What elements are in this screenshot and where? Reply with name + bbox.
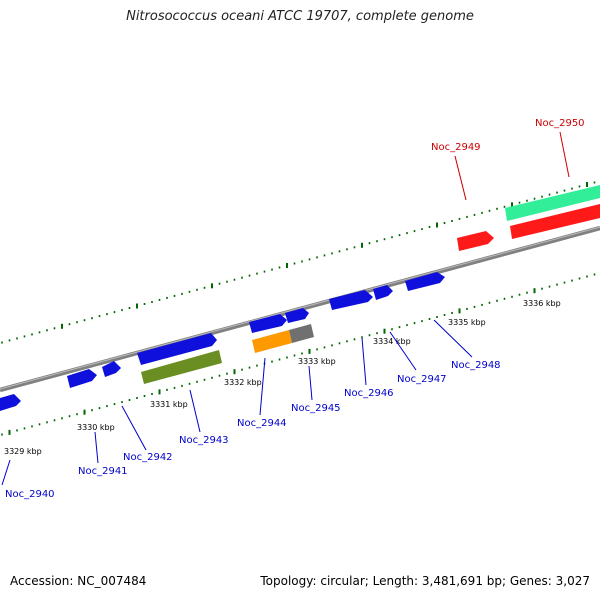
leader-line	[259, 357, 266, 416]
gene-label-noc-2940[interactable]: Noc_2940	[5, 489, 55, 500]
kbp-label: 3333 kbp	[298, 357, 336, 366]
cog-bar-noc-2945	[289, 324, 314, 343]
leader-line	[189, 389, 201, 433]
leader-line	[94, 431, 99, 464]
cog-bar-noc-2950	[505, 185, 600, 221]
leader-line	[361, 337, 367, 386]
leader-line	[433, 319, 473, 358]
gene-label-noc-2941[interactable]: Noc_2941	[78, 466, 128, 477]
upper-tick-row	[1, 181, 596, 344]
leader-line	[454, 155, 467, 201]
kbp-label: 3335 kbp	[448, 318, 486, 327]
gene-noc-2950[interactable]	[510, 204, 600, 239]
gene-noc-2942[interactable]	[102, 361, 121, 377]
accession-text: Accession: NC_007484	[10, 574, 147, 588]
cog-bar-noc-2943	[141, 350, 222, 384]
leader-line	[559, 131, 570, 178]
leader-line	[121, 405, 147, 451]
gene-noc-2944[interactable]	[249, 314, 287, 333]
gene-noc-2943[interactable]	[137, 333, 217, 365]
leader-line	[308, 365, 313, 401]
gene-label-noc-2950[interactable]: Noc_2950	[535, 118, 585, 129]
gene-label-noc-2948[interactable]: Noc_2948	[451, 360, 501, 371]
gene-noc-2940[interactable]	[0, 394, 21, 411]
gene-noc-2945[interactable]	[285, 308, 309, 323]
leader-line	[389, 331, 417, 371]
gene-label-noc-2942[interactable]: Noc_2942	[123, 452, 173, 463]
genome-summary: Topology: circular; Length: 3,481,691 bp…	[260, 574, 590, 588]
kbp-label: 3334 kbp	[373, 337, 411, 346]
kbp-label: 3330 kbp	[77, 423, 115, 432]
kbp-label: 3329 kbp	[4, 447, 42, 456]
gene-label-noc-2945[interactable]: Noc_2945	[291, 403, 341, 414]
gene-noc-2946[interactable]	[329, 290, 373, 310]
kbp-label: 3332 kbp	[224, 378, 262, 387]
gene-noc-2947[interactable]	[373, 285, 393, 300]
gene-label-noc-2944[interactable]: Noc_2944	[237, 418, 287, 429]
cog-bar-noc-2944	[252, 330, 292, 353]
gene-label-noc-2943[interactable]: Noc_2943	[179, 435, 229, 446]
gene-noc-2949[interactable]	[457, 231, 494, 251]
backbone-highlight	[0, 226, 600, 390]
kbp-label: 3331 kbp	[150, 400, 188, 409]
kbp-label: 3336 kbp	[523, 299, 561, 308]
leader-line	[1, 459, 11, 486]
gene-label-noc-2949[interactable]: Noc_2949	[431, 142, 481, 153]
gene-label-noc-2947[interactable]: Noc_2947	[397, 374, 447, 385]
map-title: Nitrosococcus oceani ATCC 19707, complet…	[126, 9, 474, 24]
gene-noc-2948[interactable]	[405, 272, 445, 291]
gene-noc-2941[interactable]	[67, 369, 97, 388]
gene-label-noc-2946[interactable]: Noc_2946	[344, 388, 394, 399]
